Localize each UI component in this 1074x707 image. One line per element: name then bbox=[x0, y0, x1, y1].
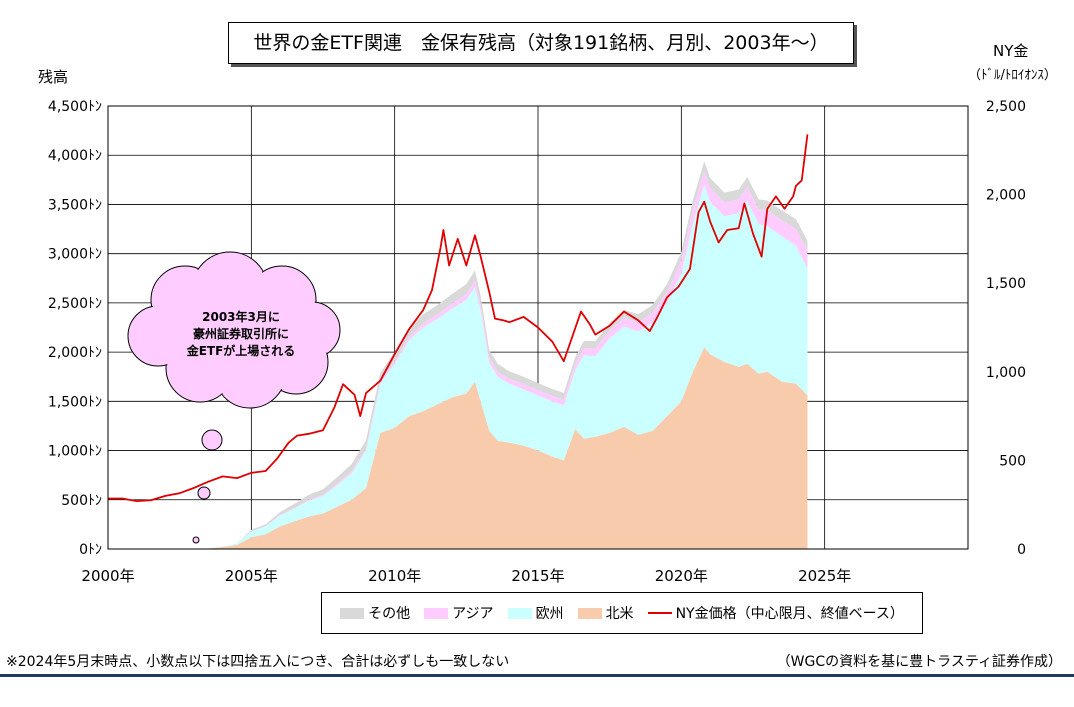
legend-swatch-other bbox=[340, 607, 365, 619]
callout-line-3: 金ETFが上場される bbox=[186, 343, 296, 358]
callout-line-1: 2003年3月に bbox=[202, 309, 280, 324]
legend-item-asia: アジア bbox=[424, 603, 494, 623]
left-tick-label: 4,500ﾄﾝ bbox=[48, 99, 102, 115]
chart-legend: その他 アジア 欧州 北米 NY金価格（中心限月、終値ベース） bbox=[321, 592, 923, 634]
right-tick-label: 1,500 bbox=[986, 276, 1026, 292]
right-y-axis-ticks: 0 500 1,000 1,500 2,000 2,500 bbox=[986, 99, 1026, 558]
left-tick-label: 2,000ﾄﾝ bbox=[48, 345, 102, 361]
legend-item-europe: 欧州 bbox=[507, 603, 564, 623]
footnote-left: ※2024年5月末時点、小数点以下は四捨五入につき、合計は必ずしも一致しない bbox=[6, 654, 510, 670]
footnote-source: （WGCの資料を基に豊トラスティ証券作成） bbox=[776, 654, 1062, 670]
legend-swatch-asia bbox=[424, 607, 449, 619]
legend-label-europe: 欧州 bbox=[535, 606, 564, 622]
legend-label-north-america: 北米 bbox=[605, 606, 634, 622]
left-tick-label: 3,000ﾄﾝ bbox=[48, 247, 102, 263]
left-tick-label: 1,500ﾄﾝ bbox=[48, 394, 102, 410]
legend-swatch-gold-price bbox=[647, 612, 672, 614]
legend-item-other: その他 bbox=[340, 603, 410, 623]
area-north-america bbox=[202, 347, 808, 549]
right-axis-title: NY金 bbox=[993, 42, 1029, 60]
bubble-dot-medium bbox=[197, 486, 211, 500]
x-tick-label: 2010年 bbox=[368, 567, 421, 585]
area-europe bbox=[202, 184, 808, 549]
cloud-fill-lobe bbox=[181, 271, 299, 389]
bubble-dot-large bbox=[201, 429, 223, 451]
legend-label-asia: アジア bbox=[452, 606, 494, 622]
left-tick-label: 0ﾄﾝ bbox=[79, 542, 102, 558]
holdings-stacked-areas bbox=[202, 161, 808, 549]
right-tick-label: 500 bbox=[999, 453, 1026, 469]
bottom-rule bbox=[0, 674, 1074, 677]
chart-title: 世界の金ETF関連 金保有残高（対象191銘柄、月別、2003年～） bbox=[228, 22, 854, 64]
callout-bubbles bbox=[127, 251, 341, 544]
listing-callout: 2003年3月に 豪州証券取引所に 金ETFが上場される bbox=[148, 284, 334, 384]
left-tick-label: 1,000ﾄﾝ bbox=[48, 444, 102, 460]
legend-label-other: その他 bbox=[368, 606, 411, 622]
left-tick-label: 3,500ﾄﾝ bbox=[48, 197, 102, 213]
gold-price-line bbox=[108, 134, 809, 503]
plot-frame bbox=[107, 105, 969, 550]
callout-line-2: 豪州証券取引所に bbox=[192, 326, 289, 341]
x-tick-label: 2020年 bbox=[655, 567, 708, 585]
left-tick-label: 500ﾄﾝ bbox=[61, 493, 102, 509]
right-tick-label: 2,500 bbox=[986, 99, 1026, 115]
x-tick-label: 2000年 bbox=[81, 567, 134, 585]
legend-swatch-europe bbox=[507, 607, 532, 619]
legend-label-gold-price: NY金価格（中心限月、終値ベース） bbox=[675, 606, 904, 622]
legend-item-north-america: 北米 bbox=[577, 603, 634, 623]
left-tick-label: 2,500ﾄﾝ bbox=[48, 296, 102, 312]
legend-item-gold-price: NY金価格（中心限月、終値ベース） bbox=[647, 603, 904, 623]
x-tick-label: 2005年 bbox=[225, 567, 278, 585]
legend-swatch-north-america bbox=[577, 607, 602, 619]
cloud-fill-lobe bbox=[129, 307, 187, 365]
left-axis-title: 残高 bbox=[38, 68, 69, 86]
x-axis-ticks: 2000年 2005年 2010年 2015年 2020年 2025年 bbox=[81, 567, 851, 585]
x-tick-label: 2015年 bbox=[511, 567, 564, 585]
x-tick-label: 2025年 bbox=[798, 567, 851, 585]
left-tick-label: 4,000ﾄﾝ bbox=[48, 148, 102, 164]
right-axis-unit: （ﾄﾞﾙ/ﾄﾛｲｵﾝｽ） bbox=[968, 68, 1057, 83]
left-y-axis-ticks: 0ﾄﾝ 500ﾄﾝ 1,000ﾄﾝ 1,500ﾄﾝ 2,000ﾄﾝ 2,500ﾄﾝ 3,00… bbox=[48, 99, 102, 558]
right-tick-label: 1,000 bbox=[986, 365, 1026, 381]
right-tick-label: 2,000 bbox=[986, 188, 1026, 204]
gold-price-series bbox=[108, 134, 809, 503]
right-tick-label: 0 bbox=[1017, 542, 1026, 558]
bubble-dot-small bbox=[192, 536, 200, 544]
